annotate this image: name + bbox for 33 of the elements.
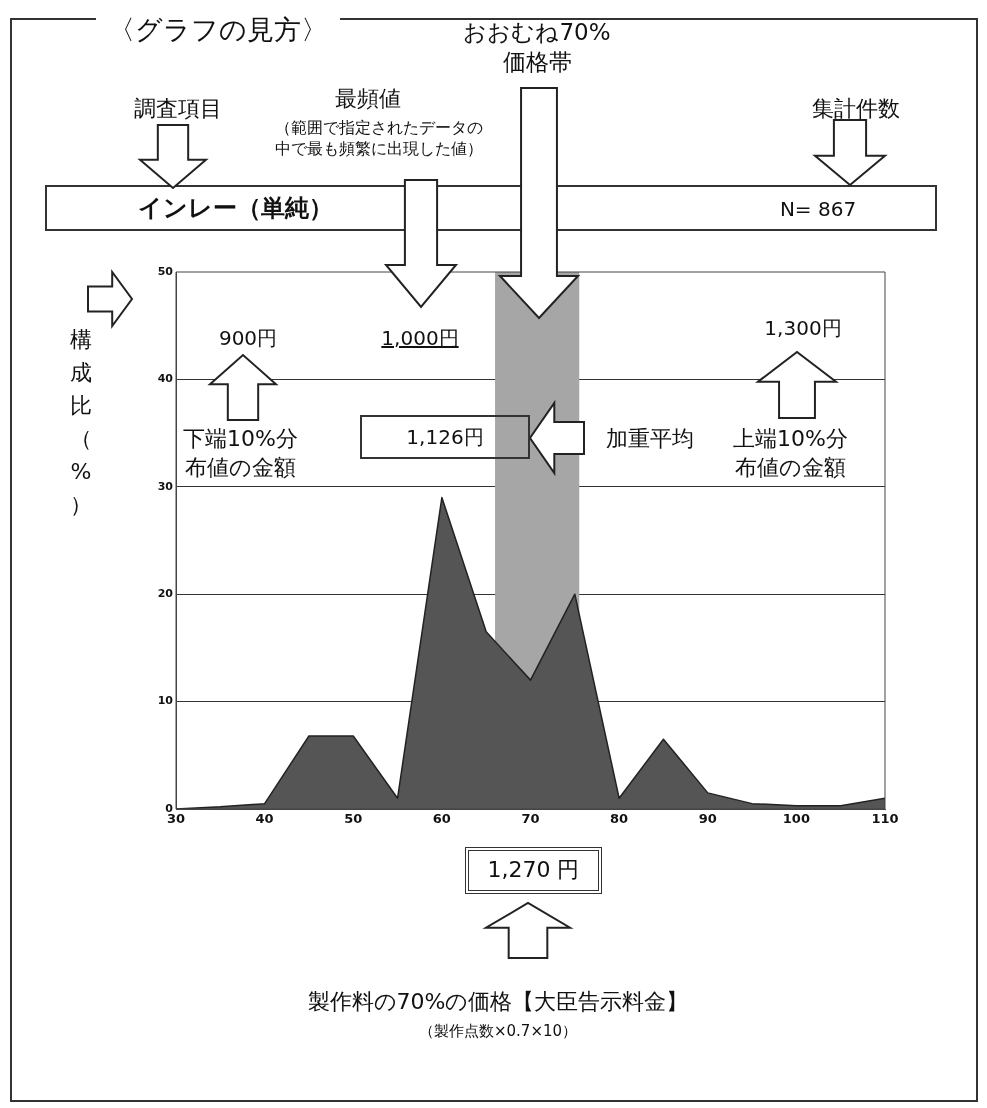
y-tick-label: 0 — [165, 801, 174, 815]
y-tick-label: 30 — [157, 479, 174, 493]
annotation: 上端10%分布値の金額 — [733, 426, 848, 480]
chart-subtitle: インレー（単純） — [138, 194, 333, 222]
x-tick-label: 100 — [782, 811, 810, 827]
text: 製作料の70%の価格【大臣告示料金】 — [307, 989, 689, 1014]
x-tick-label: 40 — [255, 811, 274, 827]
x-tick-label: 80 — [610, 811, 629, 827]
text: 最頻値 — [335, 86, 401, 111]
text: 1,270 円 — [487, 857, 580, 882]
x-tick-label: 60 — [432, 811, 451, 827]
annotation: 900円 — [218, 326, 278, 350]
y-axis-title: 構成比（%） — [69, 326, 93, 519]
y-tick-label: 50 — [157, 264, 174, 278]
text: N= 867 — [779, 197, 857, 221]
x-tick-label: 70 — [521, 811, 540, 827]
annotation: 下端10%分布値の金額 — [183, 426, 298, 480]
text: 集計件数 — [811, 96, 900, 121]
text: （範囲で指定されたデータの中で最も頻繁に出現した値） — [274, 118, 483, 158]
y-tick-label: 40 — [157, 372, 174, 386]
x-tick-label: 90 — [698, 811, 717, 827]
chart-title: 〈グラフの見方〉 — [108, 14, 328, 45]
annotation: 1,000円 — [381, 326, 459, 350]
text: （製作点数×0.7×10） — [418, 1022, 578, 1040]
y-tick-label: 10 — [157, 694, 174, 708]
x-tick-label: 50 — [344, 811, 363, 827]
text: おおむね70%価格帯 — [463, 19, 611, 75]
text: 調査項目 — [134, 96, 222, 121]
annotation: 1,300円 — [764, 316, 842, 340]
annotation: 加重平均 — [606, 426, 694, 451]
annotation: 1,126円 — [406, 425, 484, 449]
y-tick-label: 20 — [157, 587, 174, 601]
x-tick-label: 110 — [871, 811, 899, 827]
